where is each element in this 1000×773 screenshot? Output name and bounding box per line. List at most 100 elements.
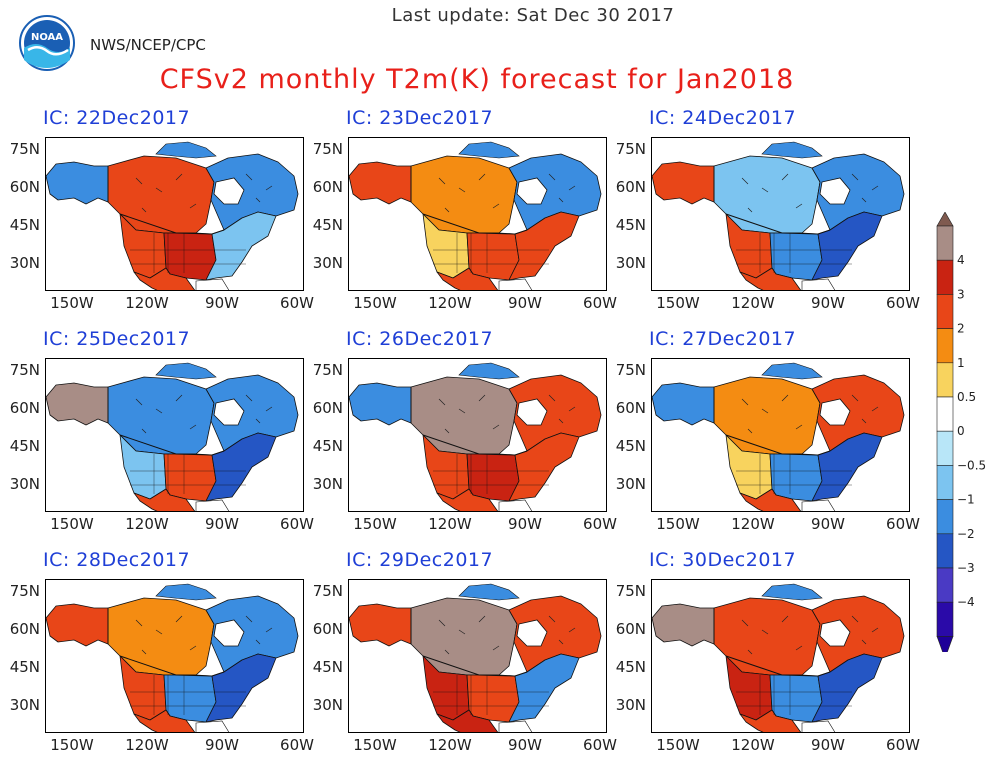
lat-tick-label: 45N xyxy=(615,658,646,676)
map-region-mex xyxy=(739,488,802,511)
colorbar-swatch xyxy=(936,465,954,500)
lon-tick-label: 120W xyxy=(428,736,472,754)
map-region-usc xyxy=(466,674,520,723)
lat-tick-label: 45N xyxy=(312,216,343,234)
state-borders xyxy=(433,233,549,273)
noaa-logo-text: NOAA xyxy=(31,32,63,43)
map-region-usc xyxy=(466,232,520,281)
country-borders xyxy=(410,608,528,677)
lat-tick-label: 60N xyxy=(615,620,646,638)
colorbar-label: 2 xyxy=(957,322,965,336)
forecast-map-panel xyxy=(45,579,304,733)
panel-ic-title: IC: 25Dec2017 xyxy=(43,328,191,350)
province-lines xyxy=(135,173,273,213)
province-lines xyxy=(741,615,879,655)
lon-tick-label: 120W xyxy=(125,515,169,533)
map-region-usc xyxy=(163,453,217,502)
colorbar-label: 0.5 xyxy=(957,390,976,404)
arctic-islands xyxy=(458,583,520,601)
map-region-eca xyxy=(811,153,905,231)
hudson-bay xyxy=(516,619,548,647)
lon-tick-label: 150W xyxy=(353,515,397,533)
lon-tick-label: 150W xyxy=(50,294,94,312)
forecast-map xyxy=(349,141,602,290)
panel-ic-title: IC: 22Dec2017 xyxy=(43,107,191,129)
country-borders xyxy=(107,387,225,456)
map-region-use xyxy=(811,211,883,281)
panel-ic-title: IC: 28Dec2017 xyxy=(43,549,191,571)
forecast-map xyxy=(46,362,299,511)
hudson-bay xyxy=(213,619,245,647)
colorbar-label: −3 xyxy=(957,561,975,575)
lon-tick-label: 90W xyxy=(205,515,239,533)
forecast-map-panel xyxy=(45,137,304,291)
map-region-ak xyxy=(349,382,412,426)
lon-tick-label: 120W xyxy=(125,736,169,754)
lon-tick-label: 120W xyxy=(428,515,472,533)
lat-tick-label: 75N xyxy=(312,140,343,158)
lat-tick-label: 75N xyxy=(9,582,40,600)
forecast-map xyxy=(349,583,602,732)
province-lines xyxy=(438,615,576,655)
lon-tick-label: 90W xyxy=(811,294,845,312)
lon-tick-label: 120W xyxy=(731,515,775,533)
gulf-of-mexico xyxy=(498,278,533,290)
hudson-bay xyxy=(819,398,851,426)
country-borders xyxy=(107,608,225,677)
lon-tick-label: 60W xyxy=(583,294,617,312)
lat-tick-label: 45N xyxy=(312,437,343,455)
lon-tick-label: 120W xyxy=(731,294,775,312)
map-region-mex xyxy=(436,709,499,732)
colorbar-label: −0.5 xyxy=(957,458,986,472)
colorbar-label: −4 xyxy=(957,595,975,609)
arctic-islands xyxy=(155,141,217,159)
map-region-eca xyxy=(508,595,602,673)
map-region-eca xyxy=(508,374,602,452)
state-borders xyxy=(433,454,549,494)
province-lines xyxy=(741,173,879,213)
lon-tick-label: 60W xyxy=(886,294,920,312)
forecast-map-panel xyxy=(348,137,607,291)
forecast-map-panel xyxy=(348,358,607,512)
province-lines xyxy=(438,173,576,213)
map-region-eca xyxy=(508,153,602,231)
panel-ic-title: IC: 26Dec2017 xyxy=(346,328,494,350)
lon-tick-label: 150W xyxy=(353,294,397,312)
map-region-usc xyxy=(466,453,520,502)
map-region-use xyxy=(811,653,883,723)
lat-tick-label: 75N xyxy=(615,140,646,158)
province-lines xyxy=(135,394,273,434)
gulf-of-mexico xyxy=(195,278,230,290)
map-region-usc xyxy=(769,674,823,723)
forecast-map xyxy=(46,583,299,732)
state-borders xyxy=(130,454,246,494)
hudson-bay xyxy=(819,177,851,205)
colorbar: 4 3 2 1 0.5 0 −0.5 −1 −2 −3 −4 xyxy=(930,211,1000,660)
panel-ic-title: IC: 23Dec2017 xyxy=(346,107,494,129)
colorbar-label: 0 xyxy=(957,424,965,438)
main-title: CFSv2 monthly T2m(K) forecast for Jan201… xyxy=(159,64,795,95)
forecast-map-panel xyxy=(651,137,910,291)
country-borders xyxy=(713,608,831,677)
map-region-mex xyxy=(739,709,802,732)
lat-tick-label: 45N xyxy=(615,216,646,234)
lon-tick-label: 120W xyxy=(125,294,169,312)
lat-tick-label: 75N xyxy=(312,361,343,379)
lat-tick-label: 60N xyxy=(615,399,646,417)
forecast-map xyxy=(652,362,905,511)
map-region-mex xyxy=(133,267,196,290)
hudson-bay xyxy=(819,619,851,647)
lat-tick-label: 60N xyxy=(9,178,40,196)
arctic-islands xyxy=(458,141,520,159)
lat-tick-label: 60N xyxy=(312,399,343,417)
lon-tick-label: 150W xyxy=(353,736,397,754)
lon-tick-label: 60W xyxy=(280,515,314,533)
lon-tick-label: 120W xyxy=(731,736,775,754)
forecast-map xyxy=(652,583,905,732)
lon-tick-label: 90W xyxy=(508,294,542,312)
map-region-ak xyxy=(349,161,412,205)
lat-tick-label: 30N xyxy=(9,254,40,272)
colorbar-graphic: 4 3 2 1 0.5 0 −0.5 −1 −2 −3 −4 xyxy=(936,211,986,660)
country-borders xyxy=(410,166,528,235)
map-region-ak xyxy=(46,603,109,647)
